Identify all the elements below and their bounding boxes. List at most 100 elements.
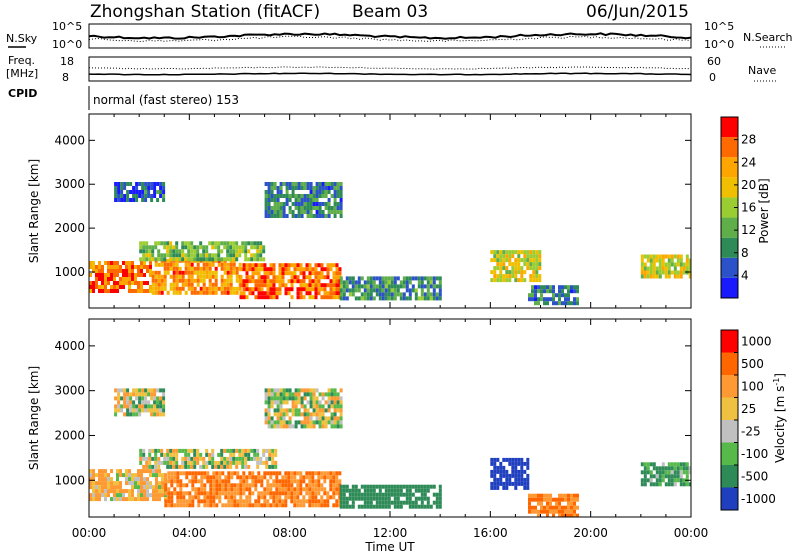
heatmap-cell-region-3 [220,249,224,254]
colorbar-tick-label: 12 [741,223,756,237]
heatmap-cell-region-0 [110,265,113,269]
heatmap-cell-region-4 [327,416,331,421]
heatmap-cell-region-1 [311,495,315,500]
heatmap-cell-region-1 [212,499,216,504]
heatmap-cell-region-1 [185,475,189,480]
heatmap-cell-region-4 [312,408,316,413]
heatmap-cell-region-8 [673,462,677,467]
heatmap-cell-region-2 [226,456,230,461]
heatmap-cell-region-6 [520,477,524,482]
heatmap-cell-region-6 [429,296,433,301]
heatmap-cell-region-6 [523,485,527,490]
heatmap-cell-region-9 [643,262,647,267]
heatmap-cell-region-2 [278,275,282,280]
heatmap-cell-region-6 [423,296,427,301]
heatmap-cell-region-6 [339,292,343,297]
heatmap-cell-region-0 [152,469,155,474]
heatmap-cell-region-5 [363,496,367,501]
heatmap-cell-region-3 [241,249,245,254]
heatmap-cell-region-1 [296,479,300,484]
heatmap-cell-region-3 [123,400,127,405]
heatmap-cell-region-5 [381,492,385,497]
heatmap-cell-region-5 [417,504,421,509]
heatmap-cell-region-3 [169,245,173,250]
heatmap-cell-region-5 [312,214,316,218]
heatmap-cell-region-0 [89,481,92,486]
heatmap-cell-region-3 [145,241,149,246]
heatmap-cell-region-9 [682,270,686,275]
heatmap-cell-region-4 [339,424,343,429]
heatmap-cell-region-0 [155,485,158,490]
heatmap-cell-region-9 [664,274,668,279]
heatmap-cell-region-2 [242,267,246,272]
heatmap-cell-region-4 [300,424,304,429]
heatmap-cell-region-0 [110,289,113,293]
x-tick-label: 20:00 [573,526,608,540]
heatmap-cell-region-4 [267,416,271,421]
heatmap-cell-region-2 [308,267,312,272]
heatmap-cell-region-8 [676,466,680,471]
heatmap-cell-region-8 [573,289,576,294]
heatmap-cell-region-6 [399,280,403,285]
heatmap-cell-region-3 [244,257,248,262]
heatmap-cell-region-0 [143,489,146,494]
heatmap-cell-region-3 [205,257,209,262]
heatmap-cell-region-1 [209,487,213,492]
heatmap-cell-region-7 [535,266,539,271]
heatmap-cell-region-7 [576,497,579,502]
heatmap-cell-region-0 [149,273,152,277]
heatmap-cell-region-9 [667,262,671,267]
heatmap-cell-region-1 [323,499,327,504]
heatmap-cell-region-2 [263,279,267,284]
heatmap-cell-region-1 [151,286,155,291]
heatmap-cell-region-1 [245,483,249,488]
heatmap-cell-region-0 [92,285,95,289]
heatmap-cell-region-1 [275,495,279,500]
colorbar-segment [721,137,738,158]
heatmap-cell-region-0 [161,473,164,478]
heatmap-cell-region-3 [154,245,158,250]
heatmap-cell-region-2 [259,460,263,465]
heatmap-cell-region-8 [534,301,537,306]
heatmap-cell-region-8 [561,289,564,294]
heatmap-cell-region-2 [305,291,309,296]
heatmap-cell-region-5 [339,202,343,206]
heatmap-cell-region-8 [567,293,570,298]
heatmap-cell-region-2 [317,263,321,268]
heatmap-cell-region-2 [323,283,327,288]
heatmap-cell-region-2 [250,448,254,453]
heatmap-cell-region-4 [306,412,310,417]
heatmap-cell-region-1 [190,262,194,267]
heatmap-cell-region-1 [182,491,186,496]
heatmap-cell-region-3 [178,249,182,254]
heatmap-cell-region-8 [643,470,647,475]
heatmap-cell-region-1 [305,475,309,480]
heatmap-cell-region-8 [667,470,671,475]
heatmap-cell-region-5 [288,198,292,202]
heatmap-cell-region-1 [172,278,176,283]
heatmap-cell-region-2 [296,295,300,300]
heatmap-cell-region-7 [561,509,564,514]
heatmap-cell-region-1 [296,487,300,492]
heatmap-cell-region-6 [399,292,403,297]
heatmap-cell-region-5 [321,202,325,206]
heatmap-cell-region-7 [564,493,567,498]
heatmap-cell-region-1 [170,495,174,500]
heatmap-cell-region-0 [110,489,113,494]
heatmap-cell-region-5 [282,206,286,210]
heatmap-cell-region-4 [267,388,271,393]
heatmap-cell-region-3 [135,388,139,393]
heatmap-cell-region-0 [143,477,146,482]
heatmap-cell-region-4 [303,408,307,413]
heatmap-cell-region-1 [317,483,321,488]
heatmap-cell-region-2 [253,456,257,461]
heatmap-cell-region-1 [332,495,336,500]
colorbar-segment [721,397,738,420]
heatmap-cell-region-3 [120,404,124,409]
heatmap-cell-region-6 [351,280,355,285]
heatmap-cell-region-5 [318,186,322,190]
heatmap-cell-region-4 [162,182,166,186]
heatmap-cell-region-4 [273,424,277,429]
heatmap-cell-region-1 [320,503,324,508]
heatmap-cell-region-5 [342,496,346,501]
